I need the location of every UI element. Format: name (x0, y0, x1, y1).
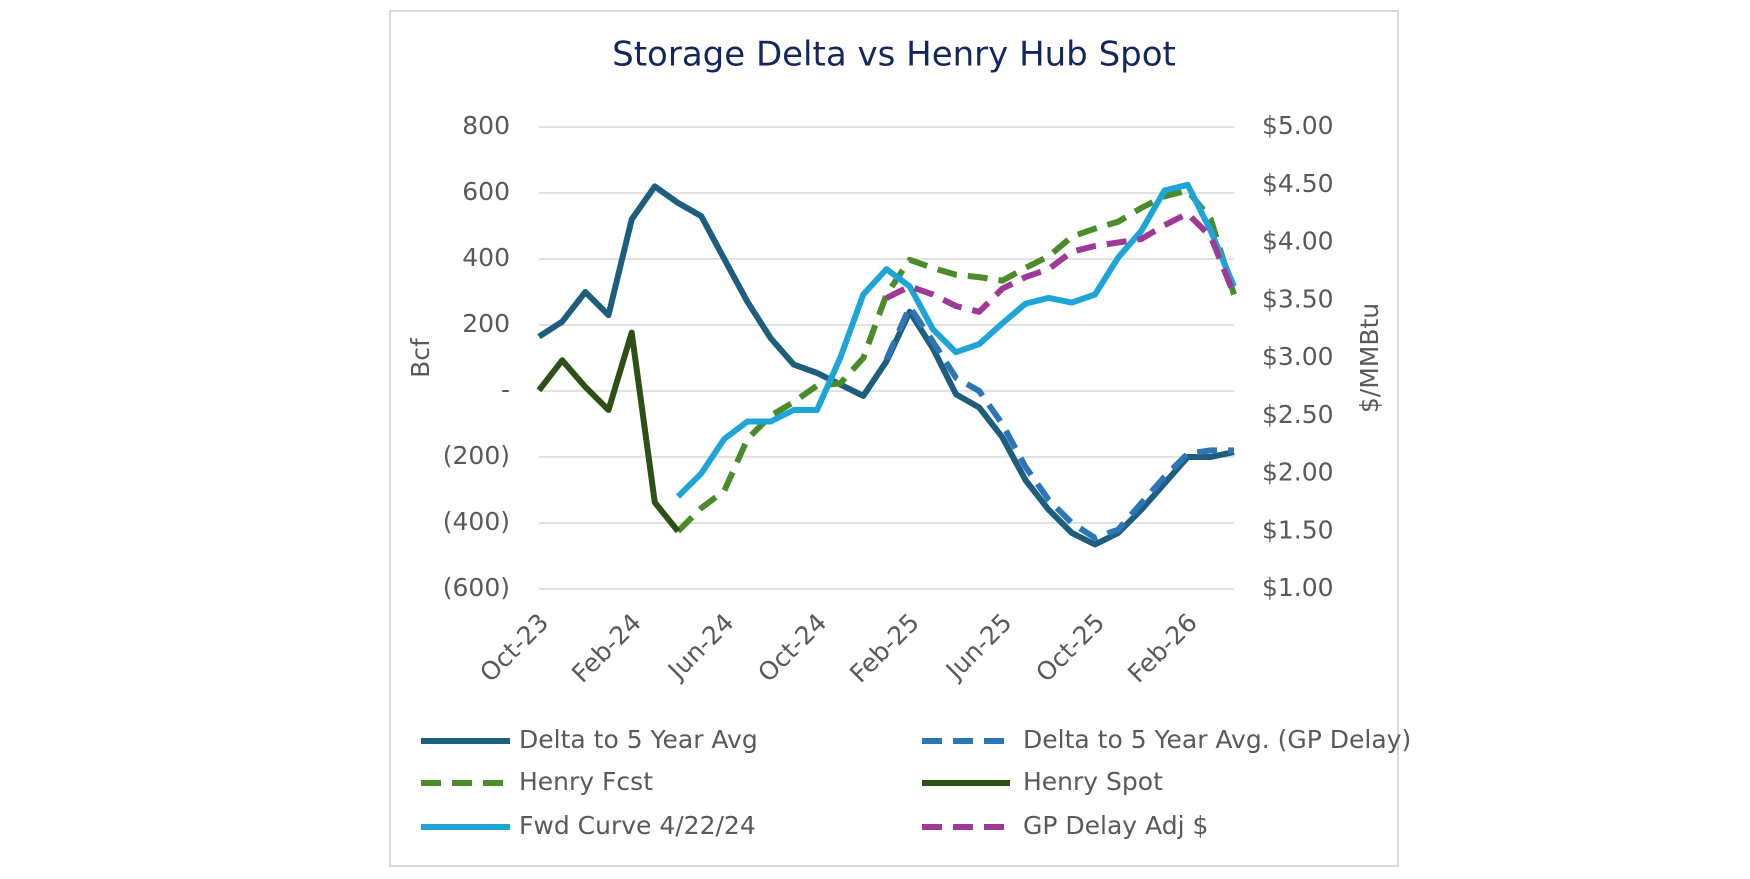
y-tick-label: (600) (443, 573, 510, 602)
y2-tick-label: $2.00 (1262, 458, 1334, 487)
y2-tick-label: $5.00 (1262, 111, 1334, 140)
y-tick-label: - (501, 375, 510, 404)
y2-tick-label: $2.50 (1262, 400, 1334, 429)
y-tick-label: 200 (462, 309, 510, 338)
legend-label: Delta to 5 Year Avg (519, 725, 758, 754)
series-line (885, 210, 1237, 315)
legend-label: Henry Fcst (519, 767, 653, 796)
series-line (883, 303, 1234, 541)
legend-label: Delta to 5 Year Avg. (GP Delay) (1023, 725, 1411, 754)
legend-label: Henry Spot (1023, 767, 1163, 796)
series-line (537, 183, 1235, 548)
y2-tick-label: $4.50 (1262, 169, 1334, 198)
series-line (675, 181, 1237, 499)
y2-tick-label: $4.00 (1262, 227, 1334, 256)
chart-title: Storage Delta vs Henry Hub Spot (612, 35, 1176, 75)
series-line (675, 187, 1237, 534)
y2-tick-label: $3.50 (1262, 284, 1334, 313)
y-tick-label: (200) (443, 441, 510, 470)
y2-axis-title: $/MMBtu (1355, 303, 1384, 413)
y2-tick-label: $3.00 (1262, 342, 1334, 371)
chart-frame (389, 10, 1399, 867)
legend-label: Fwd Curve 4/22/24 (519, 811, 756, 840)
y2-tick-label: $1.00 (1262, 573, 1334, 602)
y-tick-label: 600 (462, 177, 510, 206)
legend-label: GP Delay Adj $ (1023, 811, 1208, 840)
y-tick-label: 400 (462, 243, 510, 272)
y2-tick-label: $1.50 (1262, 515, 1334, 544)
y-tick-label: 800 (462, 111, 510, 140)
y-tick-label: (400) (443, 507, 510, 536)
series-line (536, 329, 681, 534)
y-axis-title: Bcf (406, 337, 435, 378)
